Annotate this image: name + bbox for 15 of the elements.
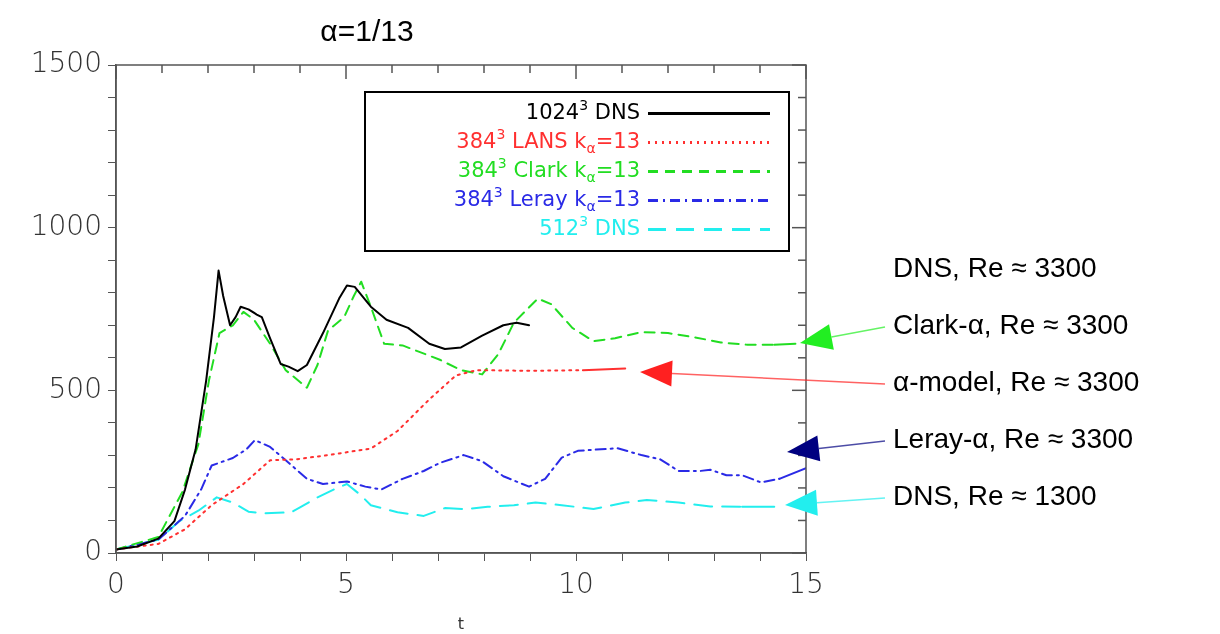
text: DNS, Re ≈ 1300 [893,480,1097,512]
text: Clark-α, Re ≈ 3300 [893,309,1129,341]
x-tick-label: 0 [107,567,125,601]
y-tick-label: 0 [84,534,102,568]
x-tick-label: 10 [558,567,594,601]
y-tick-label: 1000 [30,208,102,242]
x-axis-title: t [457,613,465,633]
x-tick-label: 5 [337,567,355,601]
x-tick-label: 15 [788,567,824,601]
text: α-model, Re ≈ 3300 [893,366,1140,398]
y-tick-label: 1500 [30,46,102,80]
text: Leray-α, Re ≈ 3300 [893,423,1134,455]
chart-title: α=1/13 [319,14,415,48]
y-tick-label: 500 [48,371,102,405]
text: DNS, Re ≈ 3300 [893,252,1097,284]
